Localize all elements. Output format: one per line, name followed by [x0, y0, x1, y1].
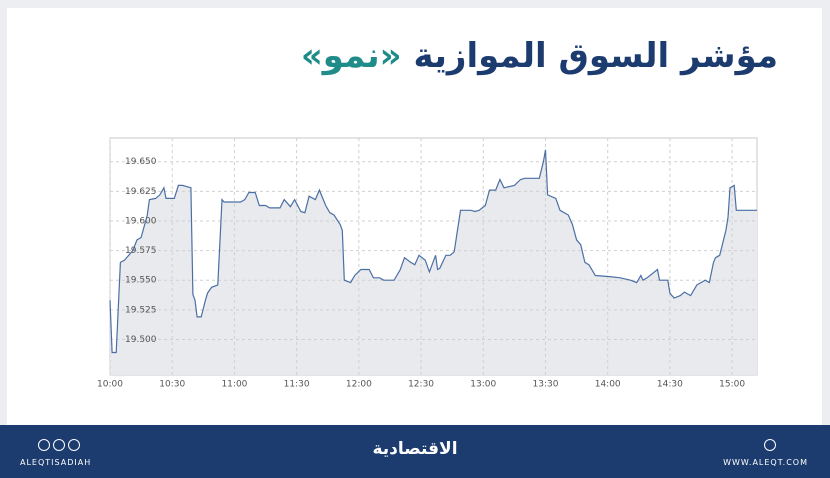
- y-tick-label: 19.600: [125, 216, 157, 226]
- line: [109, 149, 757, 354]
- icon: [764, 439, 776, 451]
- icon: [53, 439, 65, 451]
- footer: ALEQTISADIAH الاقتصادية WWW.ALEQT.COM: [0, 425, 830, 478]
- x-tick-label: 12:00: [346, 380, 372, 390]
- x-tick-label: 14:30: [657, 380, 683, 390]
- y-tick-label: 19.525: [125, 305, 157, 315]
- y-tick-label: 19.500: [125, 335, 157, 345]
- x-tick-label: 13:00: [470, 380, 496, 390]
- title-highlight: «نمو»: [300, 36, 402, 76]
- icon: [38, 439, 50, 451]
- x-tick-label: 13:30: [533, 380, 559, 390]
- title: مؤشر السوق الموازية «نمو»: [301, 36, 778, 76]
- y-tick-label: 19.650: [125, 157, 157, 167]
- handle: ALEQTISADIAH: [20, 458, 92, 467]
- x-tick-label: 15:00: [719, 380, 745, 390]
- icon: [68, 439, 80, 451]
- title-text: مؤشر السوق الموازية: [413, 36, 778, 76]
- x-tick-label: 11:00: [221, 380, 247, 390]
- x-tick-label: 12:30: [408, 380, 434, 390]
- x-tick-label: 10:30: [159, 380, 185, 390]
- y-tick-label: 19.550: [125, 276, 157, 286]
- x-tick-label: 11:30: [284, 380, 310, 390]
- logo: الاقتصادية: [372, 439, 458, 459]
- website: WWW.ALEQT.COM: [723, 458, 808, 467]
- chart: 19.500 19.525 19.550 19.575 19.600 19.625 19.6…: [97, 137, 758, 390]
- x-tick-label: 14:00: [595, 380, 621, 390]
- y-tick-label: 19.575: [125, 246, 157, 256]
- x-tick-label: 10:00: [97, 380, 123, 390]
- y-tick-label: 19.625: [125, 187, 157, 197]
